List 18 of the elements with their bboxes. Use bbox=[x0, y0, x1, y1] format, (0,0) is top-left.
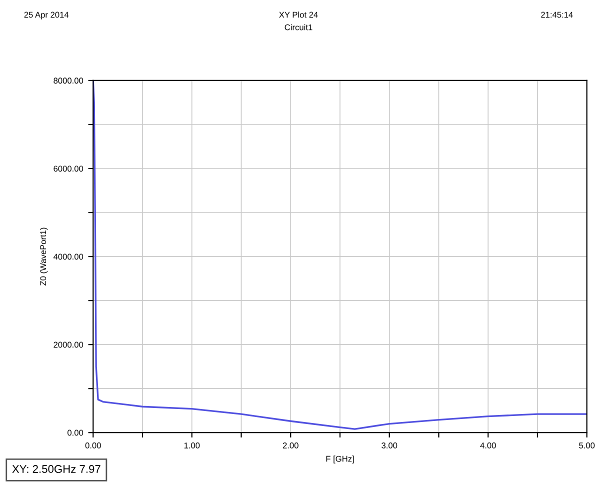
y-tick-label: 8000.00 bbox=[54, 78, 84, 84]
chart-title: XY Plot 24 bbox=[279, 12, 318, 18]
text: XY: 2.50GHz 7.97 bbox=[12, 465, 100, 473]
y-axis-title: Z0 (WavePort1) bbox=[40, 228, 48, 286]
y-tick-label: 6000.00 bbox=[54, 166, 84, 172]
x-tick-label: 3.00 bbox=[382, 442, 398, 448]
text: 25 Apr 2014 bbox=[24, 12, 69, 20]
x-tick-label: 2.00 bbox=[282, 442, 298, 448]
x-tick-label: 4.00 bbox=[480, 442, 496, 448]
chart-subtitle: Circuit1 bbox=[284, 24, 312, 30]
x-tick-label: 1.00 bbox=[184, 442, 200, 448]
text: 21:45:14 bbox=[541, 12, 573, 18]
x-axis-title: F [GHz] bbox=[326, 456, 354, 464]
y-tick-label: 4000.00 bbox=[53, 254, 84, 260]
y-tick-label: 0.00 bbox=[68, 430, 84, 436]
x-tick-label: 5.00 bbox=[579, 442, 595, 448]
x-tick-label: 0.00 bbox=[85, 442, 101, 448]
y-tick-label: 2000.00 bbox=[54, 342, 84, 348]
